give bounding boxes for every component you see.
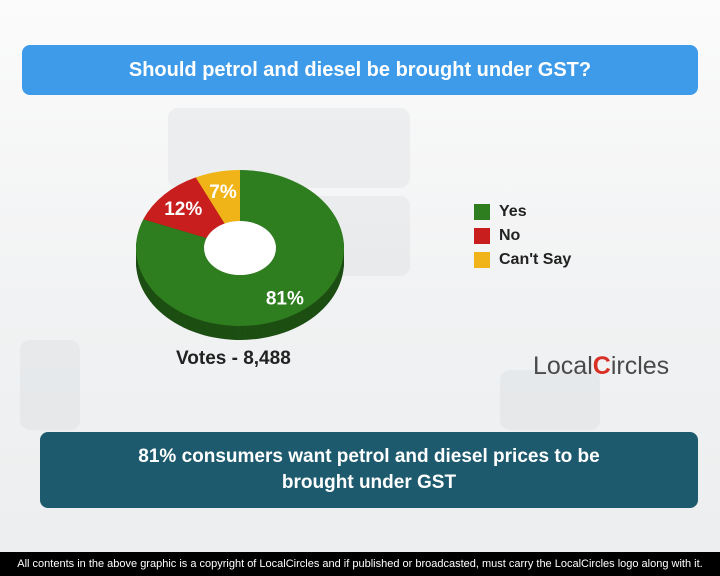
legend-swatch [474,204,490,220]
legend-label: Can't Say [499,251,572,268]
finding-banner: 81% consumers want petrol and diesel pri… [40,432,698,508]
logo-text-suffix: ircles [610,352,670,380]
title-banner: Should petrol and diesel be brought unde… [22,45,698,95]
data-label-yes: 81% [266,288,304,309]
donut-chart: 81% 12% 7% [135,170,344,340]
slice-no [143,177,225,239]
chart-title: Should petrol and diesel be brought unde… [128,58,592,81]
data-label-can-t-say: 7% [209,182,237,203]
legend-item-yes: Yes [474,200,571,224]
votes-count: Votes - 8,488 [176,348,291,369]
legend-item-no: No [474,224,571,248]
background-meter-panel [500,370,600,430]
donut-chart-svg: 81% 12% 7% [135,170,344,340]
legend-swatch [474,252,490,268]
finding-text: 81% consumers want petrol and diesel pri… [138,446,600,493]
data-label-no: 12% [164,199,202,220]
background-meter-panel [20,340,80,430]
legend-item-can-t-say: Can't Say [474,248,571,272]
slice-yes [135,170,344,326]
copyright-text: All contents in the above graphic is a c… [17,558,703,570]
legend-label: No [499,227,521,244]
legend-swatch [474,228,490,244]
slice-can-t-say [195,170,240,224]
chart-legend: Yes No Can't Say [474,200,571,272]
logo-pin-icon: C [592,352,611,380]
logo-text-prefix: Local [533,352,593,380]
copyright-footer: All contents in the above graphic is a c… [0,552,720,576]
legend-label: Yes [499,203,527,220]
